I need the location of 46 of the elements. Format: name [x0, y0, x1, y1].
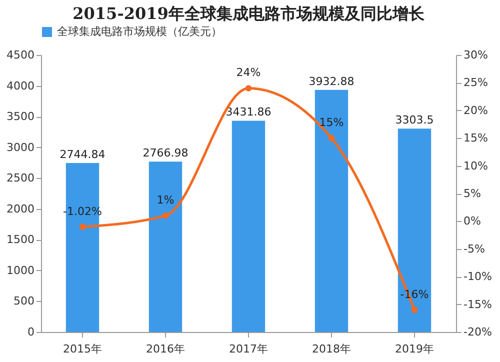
y-tick-label: 1500: [6, 233, 34, 246]
chart-title: 2015-2019年全球集成电路市场规模及同比增长: [72, 4, 426, 23]
x-tick-label: 2016年: [146, 342, 185, 356]
y-tick-label: 4000: [6, 79, 34, 92]
y-tick-label: 1000: [6, 264, 34, 277]
bar: [148, 162, 182, 332]
y2-tick-label: -5%: [464, 242, 485, 256]
y2-tick-label: 30%: [464, 48, 488, 62]
x-tick-label: 2019年: [395, 342, 434, 356]
y-tick-label: 3000: [6, 140, 34, 154]
bar: [66, 163, 100, 332]
y2-tick-label: -20%: [464, 326, 492, 338]
y2-tick-label: -15%: [464, 298, 492, 311]
y-tick-label: 0: [28, 326, 34, 338]
point: [79, 224, 86, 230]
point: [245, 85, 252, 92]
y-tick-label: 2500: [6, 172, 34, 185]
y2-tick-label: 0%: [464, 214, 481, 228]
y2-tick-label: 20%: [464, 104, 488, 117]
data-label: 3303.5: [395, 114, 434, 127]
x-tick-label: 2015年: [63, 342, 102, 356]
data-label: 24%: [236, 66, 261, 80]
point: [328, 134, 335, 142]
data-label: 2744.84: [60, 148, 106, 162]
x-tick-label: 2018年: [312, 342, 351, 356]
data-label: 15%: [319, 116, 344, 130]
y-tick-label: 500: [14, 294, 34, 308]
bar: [314, 90, 348, 332]
point: [411, 306, 418, 313]
y2-tick-label: 15%: [464, 132, 488, 145]
y2-tick-label: 25%: [464, 76, 488, 90]
legend-label: 全球集成电路市场规模（亿美元）: [57, 25, 222, 38]
data-label: 1%: [156, 194, 174, 207]
y-tick-label: 3500: [6, 110, 34, 124]
data-label: 2766.98: [142, 146, 188, 160]
x-tick-label: 2017年: [229, 342, 268, 356]
data-label: 3431.86: [226, 106, 272, 119]
y2-tick-label: 10%: [464, 159, 488, 172]
data-label: 3932.88: [308, 74, 354, 88]
y-tick-label: 4500: [6, 48, 34, 62]
y2-tick-label: -10%: [464, 270, 492, 284]
bar: [398, 128, 432, 332]
y-tick-label: 2000: [6, 202, 34, 216]
y2-tick-label: 5%: [464, 187, 481, 200]
bar: [232, 120, 266, 332]
point: [162, 212, 169, 219]
